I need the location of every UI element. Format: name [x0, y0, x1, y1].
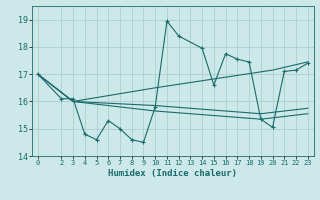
X-axis label: Humidex (Indice chaleur): Humidex (Indice chaleur) — [108, 169, 237, 178]
